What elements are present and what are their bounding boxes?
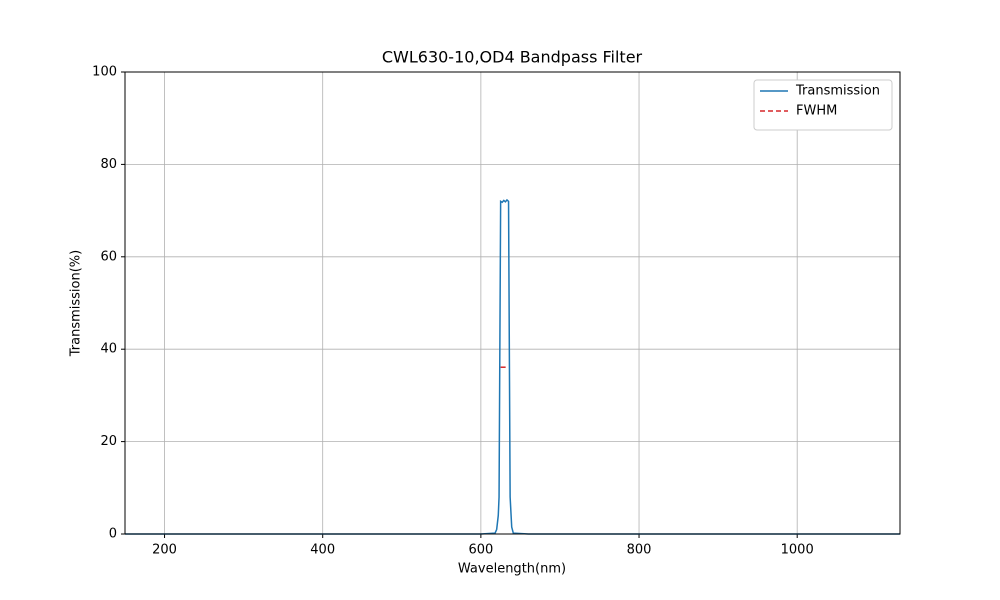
x-tick-label: 200 [152, 543, 177, 558]
y-tick-label: 40 [100, 342, 117, 357]
data-line [125, 198, 900, 535]
chart-title: CWL630-10,OD4 Bandpass Filter [382, 48, 643, 67]
x-tick-label: 600 [468, 543, 493, 558]
y-tick-label: 100 [92, 65, 117, 80]
plot-frame [124, 71, 901, 535]
legend-label: Transmission [795, 84, 880, 99]
legend-label: FWHM [796, 104, 837, 119]
y-tick-label: 0 [109, 527, 117, 542]
y-tick-label: 20 [100, 434, 117, 449]
x-axis-label: Wavelength(nm) [458, 562, 566, 577]
x-tick-label: 800 [627, 543, 652, 558]
x-tick-label: 400 [310, 543, 335, 558]
legend-box [753, 79, 893, 131]
y-axis-label: Transmission(%) [69, 250, 84, 357]
y-tick-label: 60 [100, 249, 117, 264]
y-tick-label: 80 [100, 157, 117, 172]
x-tick-label: 1000 [781, 543, 814, 558]
